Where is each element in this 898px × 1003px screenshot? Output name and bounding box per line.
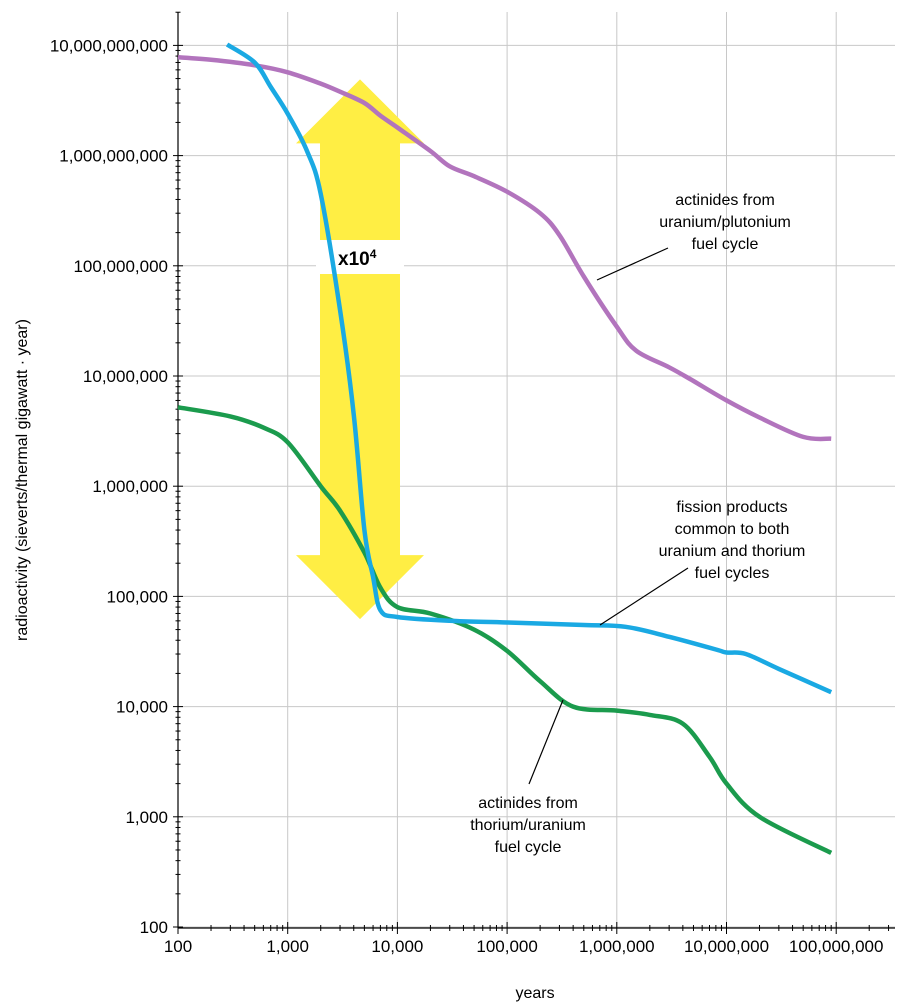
y-tick-label: 100,000,000 [73, 257, 168, 276]
y-tick-label: 1,000,000 [92, 477, 168, 496]
annotation-text-line: uranium/plutonium [659, 214, 791, 231]
x-tick-label: 10,000 [371, 937, 423, 956]
y-axis-label: radioactivity (sieverts/thermal gigawatt… [14, 319, 31, 641]
annotation-text-line: common to both [675, 521, 790, 538]
series-uranium-plutonium-actinides [177, 55, 832, 442]
y-tick-label: 100 [140, 918, 168, 937]
double-arrow [296, 79, 424, 620]
annotation-leader-line [599, 567, 689, 626]
x-tick-label: 1,000,000 [579, 937, 655, 956]
series-fission-products [225, 42, 833, 695]
x-axis-label: years [515, 985, 554, 1002]
x-tick-label: 1,000 [266, 937, 309, 956]
annotation-text-line: fuel cycle [495, 839, 562, 856]
annotation-leader-line [528, 699, 564, 785]
annotation-text-line: actinides from [478, 795, 578, 812]
annotation-text-line: fission products [676, 499, 787, 516]
annotation-text-line: thorium/uranium [470, 817, 586, 834]
annotation-text-line: fuel cycle [692, 236, 759, 253]
x-tick-label: 100,000,000 [789, 937, 884, 956]
arrow-label: x104 [338, 247, 377, 270]
grid [177, 12, 895, 928]
labels: years radioactivity (sieverts/thermal gi… [14, 319, 555, 1002]
series-thorium-uranium-actinides [177, 405, 833, 855]
annotation-leader-line [596, 247, 669, 281]
annotation-text-line: fuel cycles [695, 565, 770, 582]
y-tick-label: 1,000 [125, 808, 168, 827]
y-tick-label: 10,000,000 [83, 367, 168, 386]
annotation-text-line: uranium and thorium [659, 543, 806, 560]
axes: 100 1,000 10,000 100,000 1,000,000 10,000,000… [50, 11, 895, 956]
y-tick-label: 1,000,000,000 [59, 147, 168, 166]
y-tick-label: 10,000 [116, 698, 168, 717]
annotations: actinides from uranium/plutonium fuel cycl… [470, 192, 805, 856]
y-tick-label: 100,000 [107, 587, 168, 606]
annotation-text-line: actinides from [675, 192, 775, 209]
series [177, 42, 833, 855]
magnitude-arrow: x104 [296, 79, 424, 620]
x-tick-label: 100 [164, 937, 192, 956]
x-tick-label: 100,000 [476, 937, 537, 956]
y-tick-label: 10,000,000,000 [50, 36, 168, 55]
x-tick-label: 10,000,000 [684, 937, 769, 956]
